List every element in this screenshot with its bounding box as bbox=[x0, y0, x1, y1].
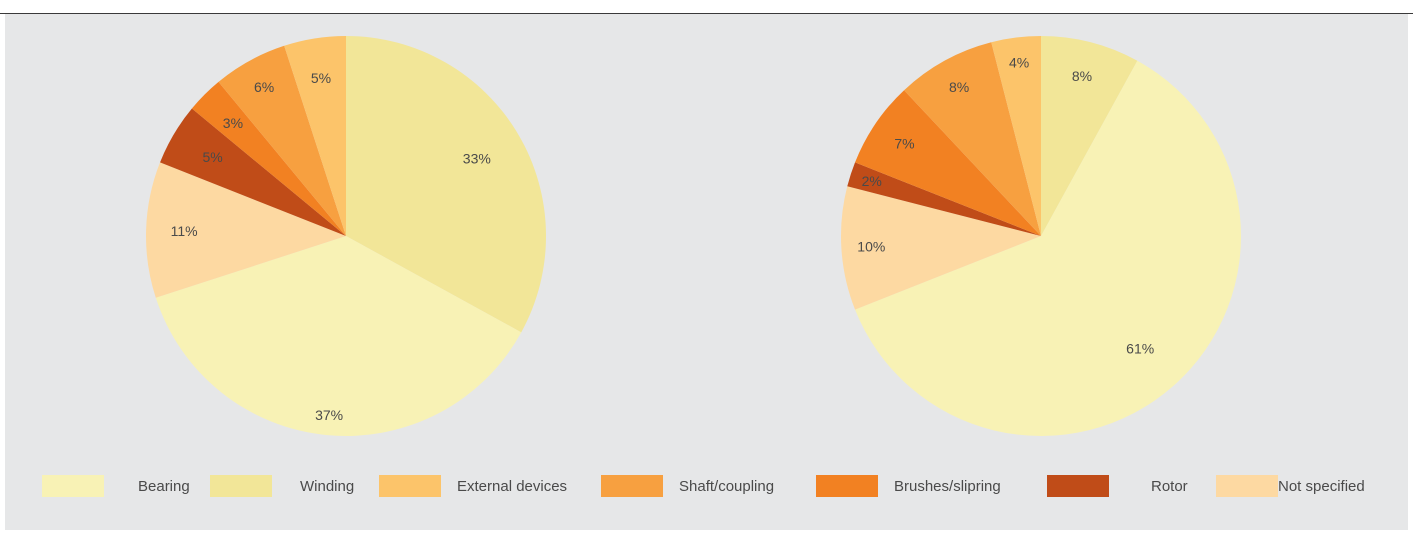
legend-label-shaft-coupling: Shaft/coupling bbox=[679, 478, 775, 495]
pie-label-shaft-coupling: 6% bbox=[254, 79, 274, 95]
pie-slice-bearing bbox=[155, 236, 522, 436]
pie-slice-shaft-coupling bbox=[218, 45, 346, 236]
pie-label-external-devices: 4% bbox=[1009, 54, 1029, 70]
legend-label-brushes-slipring: Brushes/slipring bbox=[894, 478, 1001, 495]
pie-slice-winding bbox=[1041, 36, 1138, 236]
legend-swatch-shaft-coupling bbox=[601, 475, 663, 497]
pie-slice-external-devices bbox=[284, 36, 346, 236]
legend-label-not-specified: Not specified bbox=[1278, 478, 1365, 495]
pie-label-brushes-slipring: 7% bbox=[894, 135, 914, 151]
legend-swatch-rotor bbox=[1047, 475, 1109, 497]
pie-label-winding: 8% bbox=[1072, 68, 1092, 84]
pie-label-bearing: 37% bbox=[315, 407, 343, 423]
pie-label-rotor: 5% bbox=[202, 149, 222, 165]
top-rule bbox=[0, 13, 1413, 14]
legend-swatch-external-devices bbox=[379, 475, 441, 497]
pie-label-not-specified: 10% bbox=[857, 239, 885, 255]
legend-swatch-not-specified bbox=[1216, 475, 1278, 497]
pie-slice-not-specified bbox=[840, 186, 1041, 310]
legend-label-bearing: Bearing bbox=[138, 478, 190, 495]
pie-label-not-specified: 11% bbox=[171, 223, 198, 239]
pie-label-shaft-coupling: 8% bbox=[949, 79, 969, 95]
pie-label-external-devices: 5% bbox=[311, 70, 331, 86]
pie-label-winding: 33% bbox=[463, 151, 491, 167]
pie-slice-brushes-slipring bbox=[855, 90, 1041, 237]
pie-slice-bearing bbox=[855, 60, 1241, 437]
legend-label-rotor: Rotor bbox=[1151, 478, 1188, 495]
legend-label-external-devices: External devices bbox=[457, 478, 568, 495]
legend-swatch-winding bbox=[210, 475, 272, 497]
pie-label-bearing: 61% bbox=[1126, 341, 1154, 357]
pie-slice-brushes-slipring bbox=[191, 81, 346, 237]
pie-slice-external-devices bbox=[991, 35, 1041, 236]
legend-label-winding: Winding bbox=[300, 478, 355, 495]
pie-slice-shaft-coupling bbox=[904, 42, 1041, 236]
pie-label-brushes-slipring: 3% bbox=[223, 115, 243, 131]
legend-swatch-bearing bbox=[42, 475, 104, 497]
pie-slice-winding bbox=[346, 36, 546, 333]
pie-slice-not-specified bbox=[146, 162, 346, 298]
pie-slice-rotor bbox=[847, 162, 1041, 236]
pie-slice-rotor bbox=[160, 108, 346, 236]
pie-label-rotor: 2% bbox=[862, 173, 882, 189]
legend-swatch-brushes-slipring bbox=[816, 475, 878, 497]
pie-chart-right: 8% 61% 10% 2% 7% 8% 4% bbox=[840, 35, 1241, 437]
pie-chart-left: 33% 37% 11% 5% 3% 6% 5% bbox=[146, 36, 546, 436]
